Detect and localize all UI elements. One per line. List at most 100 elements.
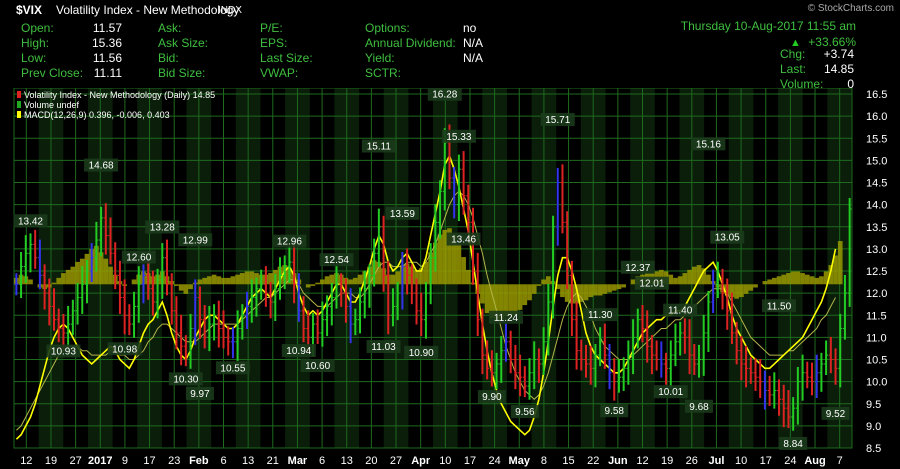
annotation-label: 12.60 <box>126 253 151 264</box>
annotation-bg <box>13 214 48 228</box>
annotation-label: 14.68 <box>89 161 114 172</box>
macd-hist-bar <box>531 284 537 294</box>
macd-hist-bar <box>630 279 636 285</box>
y-tick-label: 13.0 <box>866 244 887 256</box>
annotation-bg <box>300 359 335 373</box>
macd-hist-bar <box>465 269 471 285</box>
annotation-bg <box>107 342 142 356</box>
annotation-label: 10.93 <box>51 346 76 357</box>
macd-lines <box>15 153 837 440</box>
macd-hist-bar <box>456 244 462 285</box>
x-tick-label: 6 <box>220 455 226 467</box>
y-tick-label: 15.5 <box>866 133 887 145</box>
quote-header: $VIX Volatility Index - New Methodology … <box>0 0 900 91</box>
macd-hist-bar <box>687 269 692 285</box>
volume-value: 0 <box>847 77 854 91</box>
x-tick-label: 27 <box>390 455 402 467</box>
y-tick-label: 16.0 <box>866 111 887 123</box>
annual-dividend-value: N/A <box>463 36 484 50</box>
pe-label: P/E: <box>260 21 283 35</box>
annotation-bg <box>446 232 481 246</box>
macd-hist-bar <box>545 276 551 285</box>
low-label: Low: <box>21 51 47 65</box>
macd-hist-bar <box>574 284 579 304</box>
x-tick-label: 17 <box>143 455 155 467</box>
yield-value: N/A <box>463 51 484 65</box>
annotation-bg <box>121 250 156 264</box>
macd-hist-bar <box>197 279 203 285</box>
x-tick-label: 8 <box>541 455 547 467</box>
macd-hist-bar <box>183 284 189 294</box>
y-tick-label: 11.0 <box>866 332 887 344</box>
annotation-bg <box>583 308 618 322</box>
x-tick-label: 12 <box>20 455 32 467</box>
annotation-label: 9.68 <box>689 402 709 413</box>
macd-hist-bar <box>607 284 612 293</box>
macd-hist-bar <box>305 284 311 288</box>
annotation-bg <box>600 404 629 418</box>
macd-hist-bar <box>795 271 801 285</box>
macd-hist-bar <box>239 273 245 285</box>
open-value: 11.57 <box>92 21 122 35</box>
annotation-label: 9.97 <box>190 389 210 400</box>
y-tick-label: 14.0 <box>866 200 887 212</box>
annotation-bg <box>385 206 420 220</box>
annotation-bg <box>366 340 401 354</box>
annotation-label: 10.55 <box>220 363 245 374</box>
macd-hist-bar <box>103 258 109 285</box>
x-tick-label: 13 <box>341 455 353 467</box>
annotation-label: 9.90 <box>482 392 502 403</box>
annotation-label: 9.52 <box>826 409 846 420</box>
annotation-label: 12.99 <box>183 235 208 246</box>
bid-label: Bid: <box>158 51 179 65</box>
y-axis: 8.5 9.0 9.5 10.0 10.5 11.0 11.5 12.0 12.5 13.0 13.… <box>866 89 887 455</box>
macd-hist-bar <box>837 241 843 285</box>
macd-hist-bar <box>480 284 485 304</box>
legend-text: Volatility Index - New Methodology (Dail… <box>24 90 215 100</box>
annotation-bg <box>281 344 316 358</box>
macd-hist-bar <box>588 284 594 298</box>
annotation-label: 13.42 <box>18 216 43 227</box>
x-tick-label: 7 <box>837 455 843 467</box>
annotation-bg <box>185 386 214 400</box>
ticker-symbol: $VIX <box>16 3 43 17</box>
options-label: Options: <box>365 21 410 35</box>
x-tick-label: Mar <box>288 455 308 467</box>
y-tick-label: 9.5 <box>866 399 881 411</box>
annotation-bg <box>319 253 354 267</box>
x-tick-label: 22 <box>587 455 599 467</box>
vwap-label: VWAP: <box>260 66 299 80</box>
macd-hist-bar <box>786 273 791 285</box>
macd-hist-bar <box>673 277 678 285</box>
macd-hist-bar <box>329 274 335 285</box>
annotation-bg <box>441 129 476 143</box>
x-tick-label: May <box>509 455 531 467</box>
y-tick-label: 12.0 <box>866 288 887 300</box>
price-chart: 13.42 10.93 14.68 10.98 12.60 13.28 10.30 12.99… <box>0 88 900 469</box>
annotation-label: 10.60 <box>305 361 330 372</box>
annotation-bg <box>663 303 698 317</box>
annotation-label: 12.54 <box>324 255 349 266</box>
y-tick-label: 10.0 <box>866 377 887 389</box>
legend-text: MACD(12,26,9) 0.396, -0.006, 0.403 <box>24 110 170 120</box>
annotation-bg <box>272 234 307 248</box>
annotation-label: 11.24 <box>494 313 519 324</box>
x-tick-label: 17 <box>464 455 476 467</box>
x-tick-label: 12 <box>636 455 648 467</box>
annotation-label: 15.11 <box>367 142 392 153</box>
macd-hist-bar <box>244 271 250 285</box>
macd-hist-bar <box>216 276 222 285</box>
macd-hist-bar <box>207 276 212 285</box>
annotation-label: 15.33 <box>446 132 471 143</box>
macd-hist-bar <box>767 279 772 285</box>
last-value: 14.85 <box>823 62 854 76</box>
macd-hist-bar <box>753 284 758 288</box>
macd-hist-bar <box>734 284 740 299</box>
annotation-bg <box>427 88 462 101</box>
macd-hist-bar <box>691 266 697 285</box>
macd-hist-bar <box>249 271 255 285</box>
macd-hist-bar <box>357 274 363 285</box>
annotation-bg <box>84 158 119 172</box>
macd-hist-bar <box>823 271 829 285</box>
x-tick-label: Jul <box>708 455 724 467</box>
